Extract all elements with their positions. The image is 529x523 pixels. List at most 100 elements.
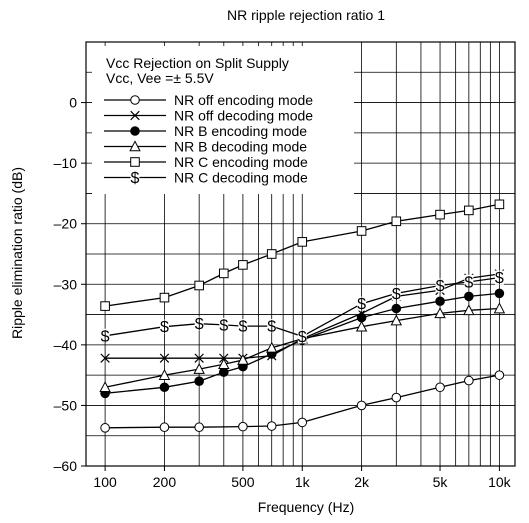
- marker-open-square: [391, 216, 402, 227]
- marker-dollar: $: [392, 286, 401, 303]
- y-tick-label: –20: [54, 216, 78, 232]
- marker-open-circle: [391, 392, 402, 403]
- marker-dollar: $: [436, 278, 445, 295]
- marker-dollar: $: [464, 274, 473, 291]
- marker-filled-circle: [494, 288, 505, 299]
- marker-open-circle: [435, 382, 445, 393]
- data-point-series-5: $: [391, 286, 401, 303]
- marker-dollar: $: [160, 319, 169, 336]
- data-point-series-3: [355, 320, 368, 332]
- marker-dollar: $: [357, 296, 366, 313]
- marker-open-triangle: [390, 314, 403, 326]
- data-point-series-0: [391, 392, 402, 403]
- y-tick-label: –60: [54, 458, 78, 474]
- marker-open-circle: [238, 421, 248, 432]
- marker-open-triangle: [237, 353, 249, 365]
- marker-filled-circle: [130, 126, 140, 136]
- data-point-series-0: [266, 421, 277, 431]
- data-point-series-3: [265, 341, 278, 353]
- x-tick-label: 100: [93, 474, 117, 490]
- data-point-series-3: [99, 381, 111, 393]
- data-point-series-5: $: [238, 319, 247, 336]
- legend-marker: [129, 140, 141, 152]
- x-tick-label: 5k: [433, 474, 449, 490]
- data-point-series-4: [391, 216, 402, 227]
- marker-cross: [130, 110, 140, 121]
- legend-label: NR B encoding mode: [174, 123, 307, 139]
- marker-open-square: [494, 199, 505, 210]
- marker-dollar: $: [267, 319, 276, 336]
- data-point-series-4: [266, 249, 277, 259]
- marker-open-triangle: [355, 320, 368, 332]
- data-point-series-0: [494, 370, 505, 380]
- y-tick-label: –10: [54, 155, 78, 171]
- marker-open-triangle: [218, 358, 230, 370]
- marker-dollar-bg: [194, 316, 204, 331]
- data-point-series-0: [238, 421, 248, 432]
- marker-dollar: $: [495, 270, 504, 287]
- marker-open-square: [356, 226, 367, 236]
- data-point-series-0: [297, 417, 308, 428]
- data-point-series-0: [159, 422, 170, 433]
- marker-dollar-bg: [238, 319, 248, 334]
- data-point-series-5: $: [357, 296, 366, 313]
- legend-label: NR B decoding mode: [174, 139, 307, 155]
- marker-open-circle: [266, 421, 277, 431]
- marker-dollar: $: [219, 317, 228, 334]
- data-point-series-0: [194, 422, 204, 433]
- marker-dollar-bg: [357, 296, 367, 311]
- marker-open-square: [464, 205, 474, 216]
- legend-marker: [130, 95, 140, 105]
- marker-open-circle: [159, 422, 170, 433]
- marker-dollar: $: [238, 319, 247, 336]
- marker-dollar-bg: [494, 270, 504, 285]
- legend-label: NR off decoding mode: [174, 108, 313, 124]
- marker-open-triangle: [193, 362, 205, 374]
- marker-open-square: [266, 249, 277, 259]
- data-point-series-5: $: [267, 319, 276, 336]
- marker-open-circle: [130, 95, 140, 105]
- marker-dollar: $: [101, 328, 110, 345]
- marker-filled-circle: [194, 376, 204, 387]
- series-line-5: [105, 276, 500, 338]
- marker-filled-circle: [464, 291, 474, 302]
- marker-dollar-bg: [130, 170, 140, 185]
- marker-open-triangle: [158, 368, 171, 380]
- marker-open-square: [238, 260, 248, 270]
- marker-open-triangle: [99, 381, 111, 393]
- marker-dollar-bg: [219, 317, 229, 332]
- data-point-series-4: [297, 237, 308, 247]
- marker-filled-circle: [435, 296, 445, 307]
- marker-open-square: [435, 209, 445, 220]
- data-point-series-0: [356, 400, 367, 411]
- legend-marker: [130, 110, 140, 121]
- marker-filled-circle: [218, 367, 229, 377]
- data-point-series-0: [435, 382, 445, 393]
- marker-open-square: [194, 280, 204, 291]
- marker-open-circle: [297, 417, 308, 428]
- marker-dollar-bg: [297, 329, 307, 344]
- data-point-series-5: $: [464, 274, 473, 291]
- legend-label: NR C encoding mode: [174, 154, 308, 170]
- legend-annotation-line: Vcc Rejection on Split Supply: [106, 55, 289, 71]
- y-tick-label: –30: [54, 276, 78, 292]
- data-point-series-4: [238, 260, 248, 270]
- data-point-series-4: [100, 301, 110, 311]
- marker-filled-circle: [159, 382, 170, 393]
- y-tick-label: –50: [54, 397, 78, 413]
- data-point-series-4: [494, 199, 505, 210]
- data-point-series-5: $: [435, 278, 445, 295]
- plot-frame: [85, 41, 516, 467]
- marker-dollar-bg: [391, 286, 401, 301]
- data-point-series-3: [218, 358, 230, 370]
- data-point-series-4: [435, 209, 445, 220]
- marker-open-square: [218, 268, 229, 279]
- marker-open-square: [297, 237, 308, 247]
- marker-dollar: $: [298, 329, 307, 346]
- data-point-series-5: $: [297, 329, 307, 346]
- data-point-series-0: [100, 423, 110, 433]
- data-point-series-2: [464, 291, 474, 302]
- data-point-series-1: [194, 353, 204, 363]
